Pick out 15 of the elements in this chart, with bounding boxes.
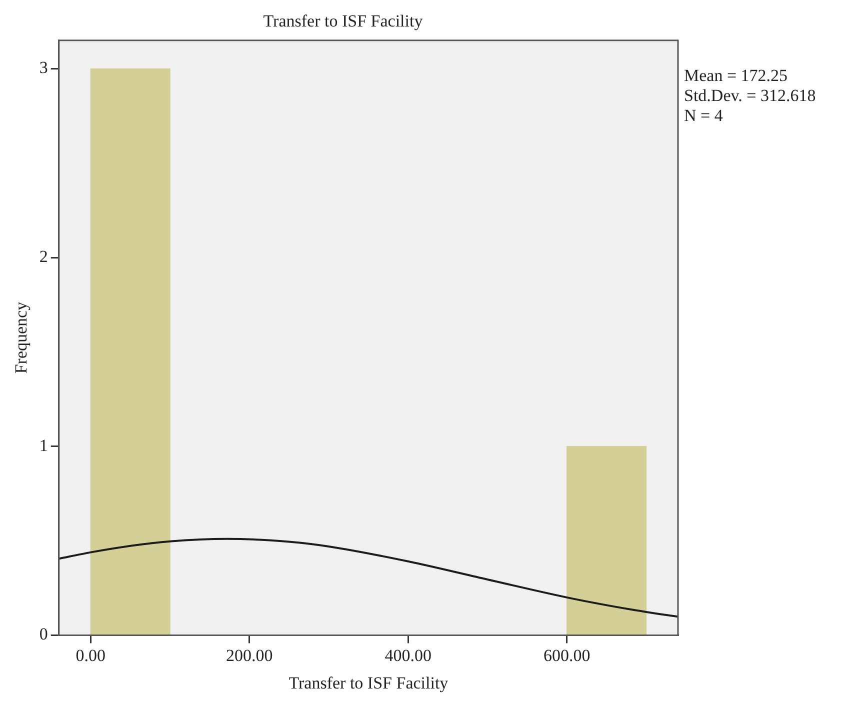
line-series [58,538,678,618]
y-tick-label: 1 [39,436,48,455]
text: Std.Dev. = 312.618 [684,86,816,106]
y-tick-label: 2 [39,247,48,266]
x-tick-label: 200.00 [226,646,273,665]
chart-title: Transfer to ISF Facility [263,12,424,31]
x-axis-title: Transfer to ISF Facility [288,673,449,692]
x-tick-label: 0.00 [76,646,106,665]
text: N = 4 [684,106,724,126]
x-tick-label: 600.00 [544,646,590,665]
text: Mean = 172.25 [684,66,789,86]
y-tick-label: 0 [39,624,48,644]
y-axis-title: Frequency [12,301,31,374]
y-tick-label: 3 [39,58,48,78]
x-tick-label: 400.00 [384,646,432,665]
